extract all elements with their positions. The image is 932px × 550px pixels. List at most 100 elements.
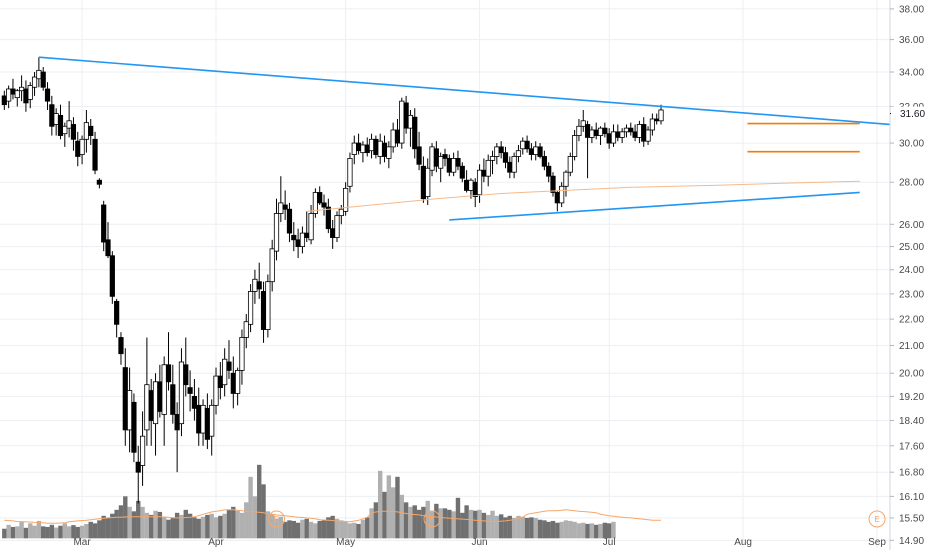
month-label: Jun: [472, 537, 488, 548]
candle-body: [235, 370, 241, 394]
candle-body: [152, 381, 159, 425]
volume-bar: [308, 521, 314, 539]
candle-body: [628, 127, 634, 133]
candle-body: [96, 179, 102, 185]
candle-body: [118, 337, 124, 355]
candle-body: [442, 154, 448, 159]
earnings-marker-icon[interactable]: [423, 510, 441, 528]
candle-body: [580, 120, 586, 127]
price-tick-label: 20.00: [899, 369, 924, 380]
earnings-marker-icon[interactable]: [868, 510, 886, 528]
time-axis[interactable]: Mar Apr May Jun Jul Aug Sep: [73, 537, 886, 548]
price-tick-label: 28.00: [899, 178, 924, 189]
candle-body: [554, 192, 560, 204]
trendline-lower-support[interactable]: [449, 191, 860, 221]
volume-bar: [438, 508, 443, 539]
candle-body: [19, 86, 25, 92]
candle-body: [589, 129, 595, 138]
volume-bar: [97, 520, 102, 539]
volume-bar: [88, 521, 93, 539]
candle-body: [528, 148, 535, 155]
candle-body: [183, 364, 189, 386]
volume-moving-average: [4, 509, 661, 524]
volume-bar: [157, 511, 163, 539]
volume-bar: [334, 518, 340, 539]
candle-body: [282, 204, 288, 210]
volume-bar: [403, 502, 409, 539]
volume-bar: [421, 506, 426, 539]
volume-bar: [274, 518, 279, 539]
candle-body: [347, 158, 353, 187]
trendline-upper-resistance[interactable]: [38, 56, 891, 126]
candle-body: [468, 179, 474, 191]
candle-body: [144, 384, 150, 431]
volume-bar: [550, 520, 556, 539]
candle-body: [105, 239, 111, 257]
candle-body: [226, 361, 232, 371]
volume-bar: [261, 484, 266, 539]
candle-body: [433, 148, 439, 167]
volume-bar: [390, 487, 396, 539]
candle-body: [476, 169, 483, 195]
volume-bar: [200, 516, 206, 539]
candle-body: [230, 372, 236, 394]
candle-body: [122, 367, 128, 431]
candle-body: [161, 364, 167, 415]
volume-bar: [386, 475, 392, 539]
volume-bar: [473, 510, 478, 539]
candle-body: [114, 300, 120, 325]
volume-bar: [451, 511, 456, 539]
candle-body: [165, 364, 172, 383]
volume-bar: [131, 511, 137, 539]
candle-body: [606, 133, 612, 144]
current-price-badge-bg: [891, 106, 932, 121]
volume-bar: [196, 518, 201, 539]
volume-bar: [28, 523, 33, 539]
volume-bar: [10, 526, 16, 539]
price-tick-label: 30.00: [899, 139, 924, 150]
trendlines[interactable]: [38, 56, 891, 221]
volume-bar: [529, 517, 534, 539]
earnings-marker-label: E: [429, 515, 434, 524]
volume-bar: [183, 509, 188, 539]
volume-bar: [339, 520, 344, 539]
volume-bar: [533, 517, 538, 539]
volume-bar: [481, 512, 487, 539]
candle-body: [217, 375, 223, 389]
volume-bar: [161, 516, 167, 539]
volume-bar: [291, 520, 296, 539]
volume-bar: [434, 503, 439, 539]
volume-ma-line: [4, 509, 661, 524]
volume-bar: [75, 526, 80, 539]
volume-bar: [408, 506, 413, 539]
month-label: Apr: [208, 537, 224, 548]
volume-bar: [524, 517, 530, 539]
candle-body: [515, 150, 522, 157]
candle-body: [170, 384, 176, 415]
candle-body: [658, 109, 664, 122]
volume-bar: [347, 523, 353, 539]
earnings-marker-icon[interactable]: [268, 510, 286, 528]
volume-bar: [442, 508, 448, 539]
volume-bar: [356, 523, 361, 539]
candle-body: [550, 175, 556, 193]
candle-body: [567, 156, 573, 173]
candle-body: [584, 124, 591, 138]
candle-body: [645, 129, 651, 142]
candle-body: [36, 69, 42, 80]
candle-body: [498, 146, 504, 154]
candle-body: [265, 281, 271, 330]
volume-bar: [352, 522, 357, 539]
candle-body: [502, 152, 509, 163]
volume-bar: [192, 517, 197, 539]
candle-body: [70, 124, 77, 140]
price-tick-label: 24.00: [899, 265, 924, 276]
candle-body: [537, 146, 543, 157]
candle-body: [593, 129, 599, 136]
volume-bar: [507, 515, 513, 539]
candle-body: [239, 337, 245, 371]
volume-bar: [53, 527, 59, 539]
candle-body: [27, 85, 33, 100]
